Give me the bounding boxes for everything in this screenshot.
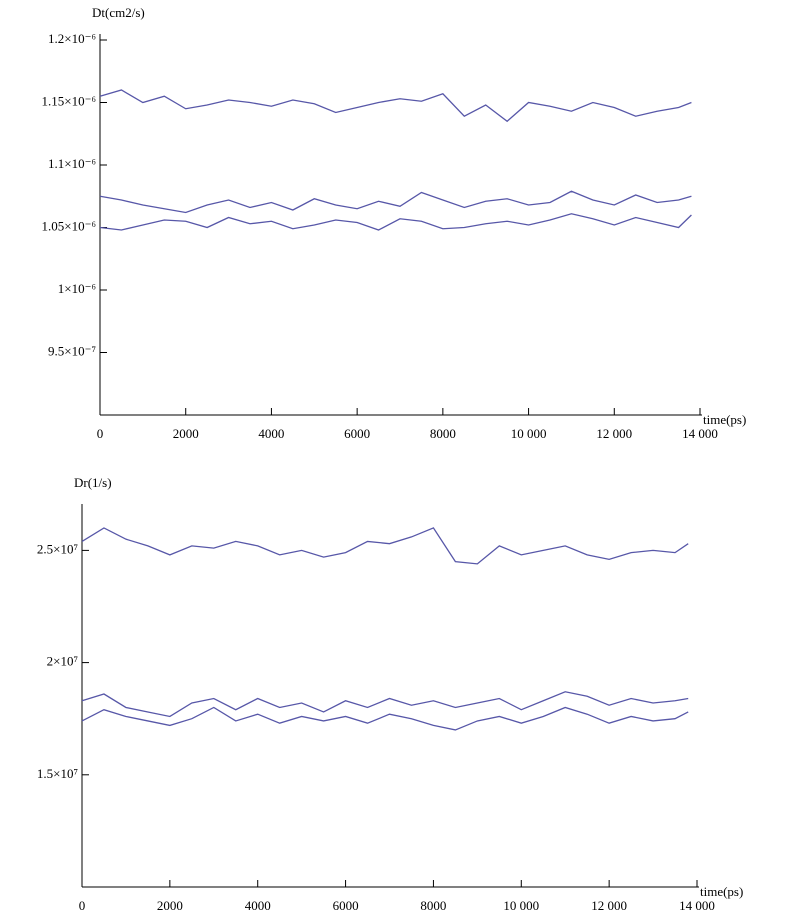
x-tick-label: 0 <box>97 426 104 441</box>
x-tick-label: 6000 <box>333 898 359 913</box>
x-tick-label: 8000 <box>420 898 446 913</box>
data-line <box>81 527 689 565</box>
x-tick-label: 12 000 <box>591 898 627 913</box>
y-tick-label: 1.1×10⁻⁶ <box>48 156 96 171</box>
y-tick-label: 1.05×10⁻⁶ <box>42 218 96 233</box>
data-line <box>81 706 689 731</box>
x-tick-label: 12 000 <box>596 426 632 441</box>
x-tick-label: 14 000 <box>682 426 718 441</box>
x-tick-label: 10 000 <box>503 898 539 913</box>
x-tick-label: 14 000 <box>679 898 715 913</box>
x-tick-label: 8000 <box>430 426 456 441</box>
y-tick-label: 2.5×10⁷ <box>37 541 78 556</box>
y-tick-label: 1.2×10⁻⁶ <box>48 31 96 46</box>
x-tick-label: 4000 <box>245 898 271 913</box>
x-tick-label: 0 <box>79 898 86 913</box>
y-tick-label: 9.5×10⁻⁷ <box>48 343 96 358</box>
y-tick-label: 2×10⁷ <box>47 654 78 669</box>
x-tick-label: 10 000 <box>511 426 547 441</box>
x-tick-label: 6000 <box>344 426 370 441</box>
x-axis-label: time(ps) <box>703 412 746 427</box>
y-tick-label: 1.15×10⁻⁶ <box>42 93 96 108</box>
y-axis-label: Dt(cm2/s) <box>92 5 145 20</box>
x-tick-label: 2000 <box>173 426 199 441</box>
x-tick-label: 2000 <box>157 898 183 913</box>
data-line <box>99 213 692 231</box>
data-line <box>99 89 692 123</box>
x-axis-label: time(ps) <box>700 884 743 899</box>
x-tick-label: 4000 <box>258 426 284 441</box>
y-tick-label: 1×10⁻⁶ <box>58 281 96 296</box>
data-line <box>99 190 692 214</box>
y-axis-label: Dr(1/s) <box>74 475 112 490</box>
y-tick-label: 1.5×10⁷ <box>37 766 78 781</box>
data-line <box>81 691 689 718</box>
